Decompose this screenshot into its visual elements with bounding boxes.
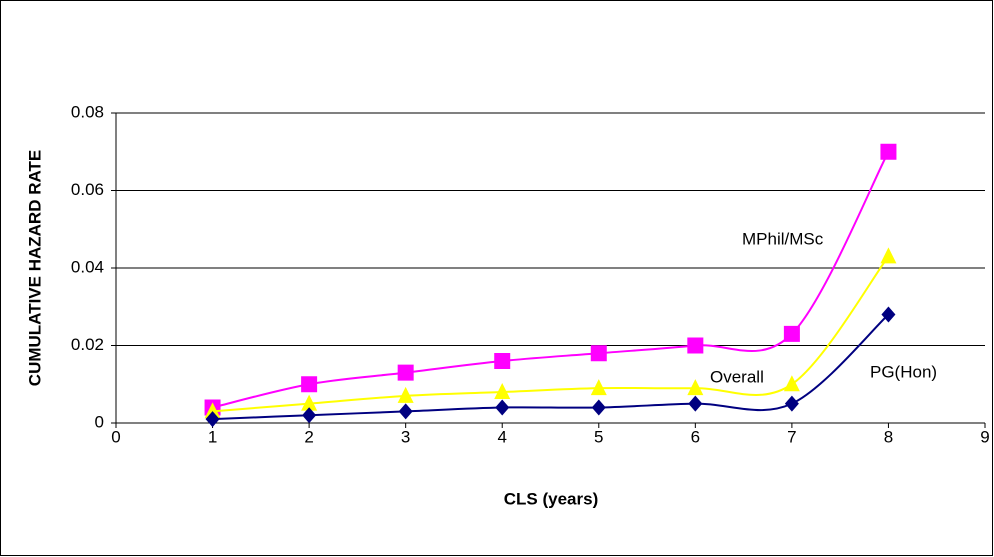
x-tick-label: 7 — [787, 427, 796, 446]
marker — [204, 402, 221, 419]
marker — [397, 386, 414, 403]
x-tick-label: 2 — [304, 427, 313, 446]
marker — [687, 379, 704, 396]
y-tick-label: 0.08 — [71, 102, 104, 121]
marker — [688, 395, 703, 412]
x-axis-title: CLS (years) — [504, 489, 598, 508]
marker — [494, 383, 511, 399]
marker — [205, 411, 220, 428]
marker — [494, 353, 511, 369]
y-tick-label: 0.02 — [71, 335, 104, 354]
marker — [784, 395, 799, 412]
marker — [783, 325, 800, 342]
x-tick-label: 0 — [111, 427, 120, 446]
marker — [302, 407, 317, 424]
series-label: PG(Hon) — [870, 362, 937, 381]
marker — [687, 337, 704, 354]
series-label: Overall — [710, 367, 764, 386]
x-tick-label: 3 — [401, 427, 410, 446]
marker — [590, 345, 607, 362]
x-tick-label: 4 — [497, 427, 506, 446]
marker — [590, 379, 607, 396]
marker — [783, 375, 800, 392]
x-tick-label: 9 — [980, 427, 989, 446]
y-tick-label: 0.06 — [71, 180, 104, 199]
marker — [398, 403, 413, 420]
y-axis-title: CUMULATIVE HAZARD RATE — [25, 150, 44, 386]
marker — [397, 364, 414, 381]
marker — [495, 399, 510, 416]
marker — [881, 306, 896, 323]
series-label: MPhil/MSc — [742, 229, 824, 248]
x-tick-label: 1 — [208, 427, 217, 446]
marker — [301, 376, 318, 393]
marker — [880, 143, 897, 160]
x-tick-label: 8 — [884, 427, 893, 446]
x-tick-label: 5 — [594, 427, 603, 446]
marker — [301, 394, 318, 411]
marker — [880, 247, 897, 264]
y-tick-label: 0.04 — [71, 257, 104, 276]
marker — [591, 399, 606, 416]
x-tick-label: 6 — [691, 427, 700, 446]
y-tick-label: 0 — [95, 412, 104, 431]
